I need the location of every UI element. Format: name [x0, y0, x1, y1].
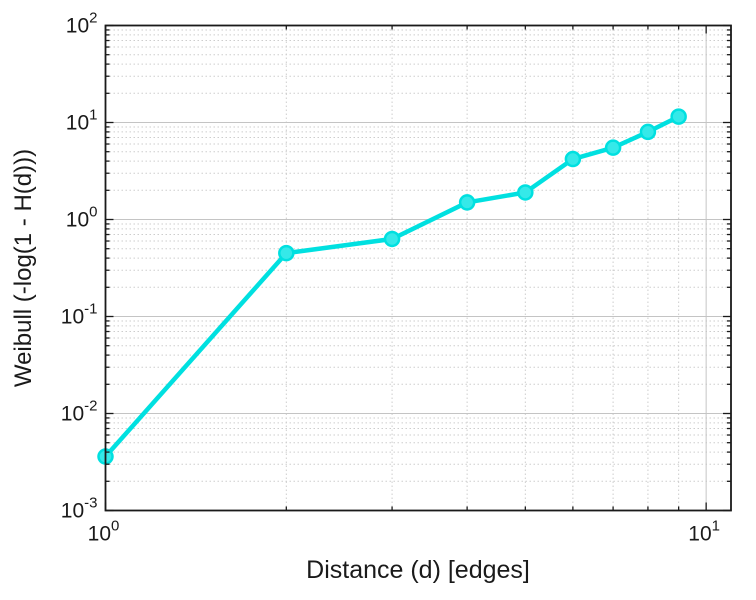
plot-box [104, 24, 732, 512]
y-tick-label: 10-3 [61, 495, 98, 523]
y-tick-label: 101 [66, 107, 98, 135]
data-point [383, 230, 401, 248]
data-point [639, 123, 657, 141]
data-point [564, 150, 582, 168]
y-axis-label: Weibull (-log(1 - H(d))) [10, 148, 37, 388]
x-tick-label: 100 [88, 518, 120, 546]
data-point [458, 194, 476, 211]
data-point [604, 139, 622, 156]
x-axis-label: Distance (d) [edges] [306, 556, 530, 584]
y-tick-label: 100 [66, 204, 98, 232]
y-tick-label: 10-1 [61, 301, 98, 329]
y-tick-label: 102 [66, 10, 98, 38]
data-point [670, 108, 687, 125]
data-point [278, 244, 295, 262]
x-tick-label: 101 [688, 518, 720, 546]
data-point [517, 184, 534, 201]
y-tick-label: 10-2 [61, 398, 98, 426]
